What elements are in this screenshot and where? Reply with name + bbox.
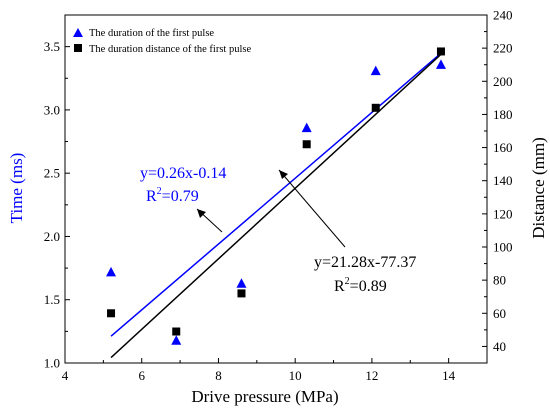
data-point-square: [107, 309, 116, 318]
x-tick-label: 8: [215, 368, 222, 383]
fit-r2-blue: R2=0.79: [146, 186, 199, 205]
y2-tick-label: 160: [493, 140, 513, 155]
y2-tick-label: 120: [493, 206, 513, 221]
annotation-arrowhead-blue: [197, 209, 206, 218]
x-tick-label: 12: [365, 368, 378, 383]
data-point-triangle: [106, 266, 117, 277]
x-axis-title: Drive pressure (MPa): [191, 387, 338, 406]
plot-frame: [64, 14, 488, 364]
annotation-blue-fit: y=0.26x-0.14 R2=0.79: [140, 165, 226, 233]
data-point-square: [172, 327, 181, 336]
y2-tick-label: 60: [493, 306, 506, 321]
y-tick-label: 3.5: [44, 39, 60, 54]
data-point-square: [237, 289, 246, 298]
y2-tick-label: 220: [493, 41, 513, 56]
y2-tick-label: 140: [493, 173, 513, 188]
y-axis-right-title: Distance (mm): [529, 137, 548, 239]
annotation-arrowhead-black: [279, 170, 288, 179]
y-tick-label: 2.5: [44, 166, 60, 181]
data-point-square: [371, 103, 380, 112]
fit-equation-black: y=21.28x-77.37: [314, 254, 416, 271]
data-point-triangle: [301, 122, 312, 133]
fit-line-black: [110, 53, 442, 359]
data-points: [106, 47, 446, 345]
legend: The duration of the first pulse The dura…: [73, 28, 251, 55]
y-tick-label: 3.0: [44, 102, 60, 117]
legend-label-distance: The duration distance of the first pulse: [89, 44, 251, 55]
fit-lines: [110, 52, 442, 359]
y2-tick-label: 40: [493, 339, 506, 354]
legend-marker-square: [74, 44, 82, 52]
y-tick-label: 1.5: [44, 292, 60, 307]
y2-tick-label: 200: [493, 74, 513, 89]
x-tick-label: 10: [289, 368, 302, 383]
annotation-arrow-black: [278, 169, 346, 248]
y2-tick-label: 80: [493, 273, 506, 288]
legend-label-duration: The duration of the first pulse: [89, 28, 214, 39]
y-tick-label: 1.0: [44, 356, 60, 371]
x-tick-label: 14: [442, 368, 456, 383]
data-point-triangle: [171, 335, 182, 345]
y2-tick-label: 240: [493, 8, 513, 23]
y-axis-left: 1.0 1.5 2.0 2.5 3.0 3.5: [44, 39, 70, 371]
y2-tick-label: 180: [493, 107, 513, 122]
annotation-black-fit: y=21.28x-77.37 R2=0.89: [278, 169, 416, 295]
fit-r2-black: R2=0.89: [334, 276, 387, 295]
y-tick-label: 2.0: [44, 229, 60, 244]
fit-equation-blue: y=0.26x-0.14: [140, 165, 226, 182]
data-point-triangle: [435, 59, 446, 69]
y2-tick-label: 100: [493, 240, 513, 255]
data-point-square: [302, 140, 311, 149]
data-point-triangle: [370, 65, 381, 76]
data-point-triangle: [236, 278, 247, 288]
x-axis: 4 6 8 10 12 14: [62, 358, 488, 383]
x-tick-label: 6: [138, 368, 145, 383]
x-tick-label: 4: [62, 368, 69, 383]
fit-line-blue: [110, 52, 442, 337]
y-axis-right: 40 60 80 100 120 140 160 180 200 220 240: [482, 8, 513, 354]
data-point-square: [436, 47, 445, 56]
y-axis-left-title: Time (ms): [7, 153, 26, 224]
legend-marker-triangle: [73, 28, 83, 37]
